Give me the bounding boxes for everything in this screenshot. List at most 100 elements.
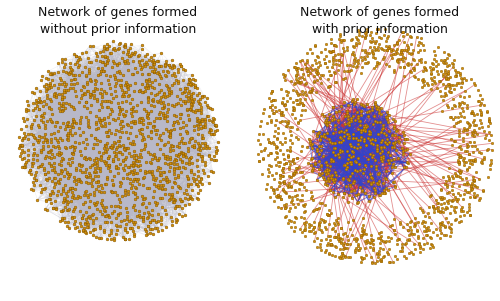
Point: [387, 46, 395, 51]
Point: [377, 144, 385, 149]
Point: [35, 100, 43, 104]
Point: [468, 180, 475, 185]
Point: [196, 111, 204, 116]
Point: [369, 122, 377, 126]
Point: [377, 145, 385, 150]
Point: [316, 224, 324, 229]
Point: [152, 175, 160, 180]
Point: [406, 69, 414, 73]
Point: [160, 104, 168, 109]
Point: [184, 98, 192, 103]
Point: [150, 182, 158, 186]
Point: [454, 162, 462, 166]
Point: [476, 118, 484, 123]
Point: [429, 67, 437, 72]
Point: [116, 109, 124, 114]
Point: [392, 58, 400, 63]
Point: [137, 155, 145, 160]
Point: [56, 170, 64, 175]
Point: [298, 91, 306, 96]
Point: [398, 52, 406, 57]
Point: [338, 226, 345, 231]
Point: [87, 132, 95, 137]
Point: [92, 234, 100, 239]
Point: [462, 128, 470, 133]
Point: [194, 152, 202, 157]
Point: [470, 184, 478, 189]
Point: [444, 104, 452, 109]
Point: [440, 82, 448, 86]
Point: [144, 212, 152, 217]
Point: [372, 31, 380, 36]
Point: [143, 81, 151, 86]
Point: [120, 143, 128, 147]
Point: [78, 227, 86, 232]
Point: [282, 88, 290, 93]
Point: [104, 57, 112, 62]
Point: [60, 95, 68, 99]
Point: [28, 160, 36, 165]
Point: [78, 224, 86, 229]
Point: [139, 217, 147, 222]
Point: [122, 188, 130, 193]
Point: [456, 154, 464, 159]
Point: [178, 164, 186, 169]
Point: [148, 217, 156, 222]
Point: [168, 218, 175, 223]
Point: [393, 41, 401, 45]
Point: [202, 118, 209, 123]
Point: [427, 87, 435, 92]
Point: [146, 129, 154, 134]
Point: [454, 120, 462, 125]
Point: [323, 168, 331, 173]
Point: [451, 104, 459, 108]
Point: [456, 168, 464, 173]
Point: [169, 122, 177, 127]
Point: [114, 46, 122, 51]
Point: [397, 50, 405, 55]
Point: [285, 194, 293, 199]
Point: [346, 177, 354, 182]
Point: [437, 222, 445, 226]
Point: [460, 76, 468, 80]
Point: [78, 92, 86, 97]
Point: [326, 234, 334, 239]
Point: [296, 59, 304, 64]
Point: [414, 76, 422, 81]
Point: [132, 192, 140, 197]
Point: [317, 148, 325, 153]
Point: [158, 186, 166, 191]
Point: [18, 142, 25, 147]
Point: [103, 174, 111, 179]
Point: [64, 176, 72, 181]
Point: [68, 144, 76, 149]
Point: [340, 49, 348, 54]
Point: [365, 51, 373, 56]
Point: [21, 134, 29, 138]
Point: [340, 163, 348, 167]
Point: [104, 166, 112, 171]
Point: [190, 179, 198, 184]
Point: [187, 100, 195, 105]
Point: [92, 114, 100, 119]
Point: [175, 203, 183, 208]
Point: [403, 61, 411, 66]
Point: [277, 86, 285, 91]
Point: [26, 168, 34, 173]
Point: [186, 136, 194, 141]
Point: [325, 221, 333, 226]
Point: [67, 70, 75, 75]
Point: [154, 168, 162, 173]
Point: [84, 220, 92, 225]
Point: [274, 160, 282, 164]
Point: [172, 161, 180, 166]
Point: [264, 153, 272, 157]
Point: [328, 130, 336, 135]
Point: [390, 157, 398, 162]
Point: [100, 145, 108, 150]
Point: [486, 167, 494, 172]
Point: [384, 137, 392, 142]
Point: [330, 104, 338, 109]
Point: [400, 64, 408, 69]
Point: [58, 167, 66, 172]
